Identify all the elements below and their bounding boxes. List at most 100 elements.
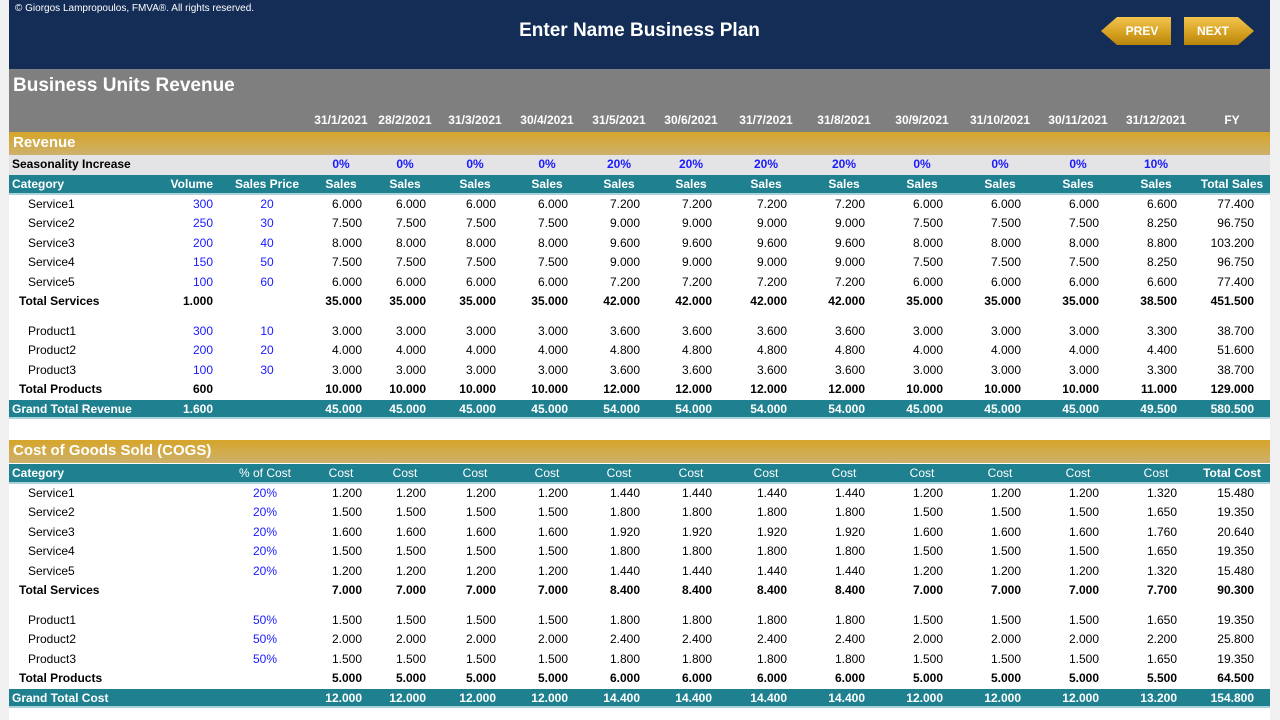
month-value: 1.320 [1146,485,1177,500]
month-value: 1.600 [990,524,1021,539]
month-value: 12.000 [603,382,640,396]
seasonality-input[interactable]: 20% [678,157,704,171]
price-input[interactable]: 50 [260,255,274,269]
row-label: Service5 [28,274,75,289]
seasonality-input[interactable]: 10% [1143,157,1169,171]
pct-of-cost-header: % of Cost [238,466,292,480]
month-value: 2.400 [681,632,712,646]
month-value: 2.400 [756,632,787,646]
month-value: 8.400 [834,583,865,597]
month-value: 3.600 [756,323,787,338]
seasonality-input[interactable]: 0% [1069,157,1087,171]
month-value: 12.000 [984,690,1021,705]
month-value: 5.000 [465,671,496,685]
pct-input[interactable]: 50% [252,612,278,627]
month-value: 3.000 [537,323,568,338]
month-value: 10.000 [906,382,943,396]
month-value: 1.800 [756,505,787,519]
price-input[interactable]: 20 [260,196,274,211]
month-value: 3.000 [465,362,496,377]
month-value: 5.000 [537,671,568,685]
seasonality-input[interactable]: 0% [913,157,931,171]
month-value: 1.500 [912,651,943,666]
month-value: 2.000 [990,632,1021,646]
total-value: 19.350 [1217,651,1254,666]
month-value: 8.000 [990,235,1021,250]
month-value: 9.000 [609,216,640,230]
month-value: 1.600 [465,524,496,539]
seasonality-input[interactable]: 20% [606,157,632,171]
volume-value[interactable]: 100 [192,274,213,289]
row-label: Service4 [28,544,75,558]
month-value: 7.500 [395,216,426,230]
price-input[interactable]: 30 [260,216,274,230]
month-value: 3.000 [912,323,943,338]
date-header: 31/12/2021 [1125,113,1187,127]
price-input[interactable]: 20 [260,343,274,357]
month-value: 1.800 [609,651,640,666]
product-row: Product2 200 20 4.000 4.000 4.000 4.000 4.800 4.… [9,341,1270,361]
price-input[interactable]: 40 [260,235,274,250]
cost-header: Cost [987,466,1013,480]
cogs-header-row: Category % of Cost Cost Cost Cost Cost Cost Cos… [9,464,1270,484]
volume-value[interactable]: 300 [192,196,213,211]
row-label: Service1 [28,485,75,500]
seasonality-input[interactable]: 0% [332,157,350,171]
pct-input[interactable]: 20% [252,563,278,578]
month-value: 1.500 [465,612,496,627]
month-value: 12.000 [750,382,787,396]
month-value: 1.600 [1068,524,1099,539]
pct-input[interactable]: 20% [252,524,278,539]
month-value: 12.000 [325,690,362,705]
next-button[interactable]: NEXT [1184,17,1254,45]
volume-value[interactable]: 100 [192,362,213,377]
volume-value[interactable]: 200 [192,343,213,357]
cogs-service-row: Service1 20% 1.200 1.200 1.200 1.200 1.440 1.44… [9,484,1270,504]
month-value: 6.000 [465,274,496,289]
spreadsheet-sheet: © Giorgos Lampropoulos, FMVA®. All right… [9,0,1270,720]
month-value: 35.000 [459,294,496,308]
price-input[interactable]: 60 [260,274,274,289]
month-value: 3.600 [834,323,865,338]
seasonality-input[interactable]: 0% [466,157,484,171]
month-value: 7.200 [756,274,787,289]
pct-input[interactable]: 20% [252,485,278,500]
month-value: 6.000 [609,671,640,685]
total-value: 19.350 [1217,544,1254,558]
month-value: 7.500 [990,255,1021,269]
month-value: 2.000 [331,632,362,646]
month-value: 35.000 [531,294,568,308]
volume-value[interactable]: 300 [192,323,213,338]
month-value: 3.000 [1068,323,1099,338]
month-value: 1.500 [465,505,496,519]
pct-input[interactable]: 50% [252,651,278,666]
month-value: 3.000 [395,323,426,338]
seasonality-input[interactable]: 0% [991,157,1009,171]
copyright-text: © Giorgos Lampropoulos, FMVA®. All right… [15,3,255,14]
month-value: 1.500 [990,544,1021,558]
month-value: 6.000 [395,274,426,289]
pct-input[interactable]: 20% [252,544,278,558]
price-input[interactable]: 10 [260,323,274,338]
seasonality-input[interactable]: 0% [396,157,414,171]
month-value: 1.500 [537,505,568,519]
seasonality-input[interactable]: 0% [538,157,556,171]
volume-value[interactable]: 250 [192,216,213,230]
pct-input[interactable]: 50% [252,632,278,646]
volume-value[interactable]: 200 [192,235,213,250]
row-label: Total Products [19,382,103,396]
seasonality-input[interactable]: 20% [753,157,779,171]
cost-header: Cost [1143,466,1169,480]
month-value: 3.000 [331,323,362,338]
month-value: 1.200 [331,485,362,500]
pct-input[interactable]: 20% [252,505,278,519]
seasonality-input[interactable]: 20% [831,157,857,171]
prev-button[interactable]: PREV [1101,17,1171,45]
month-value: 1.500 [912,505,943,519]
month-value: 4.800 [681,343,712,357]
volume-value[interactable]: 150 [192,255,213,269]
month-value: 6.000 [834,671,865,685]
row-label: Service4 [28,255,75,269]
price-input[interactable]: 30 [260,362,274,377]
month-value: 10.000 [459,382,496,396]
